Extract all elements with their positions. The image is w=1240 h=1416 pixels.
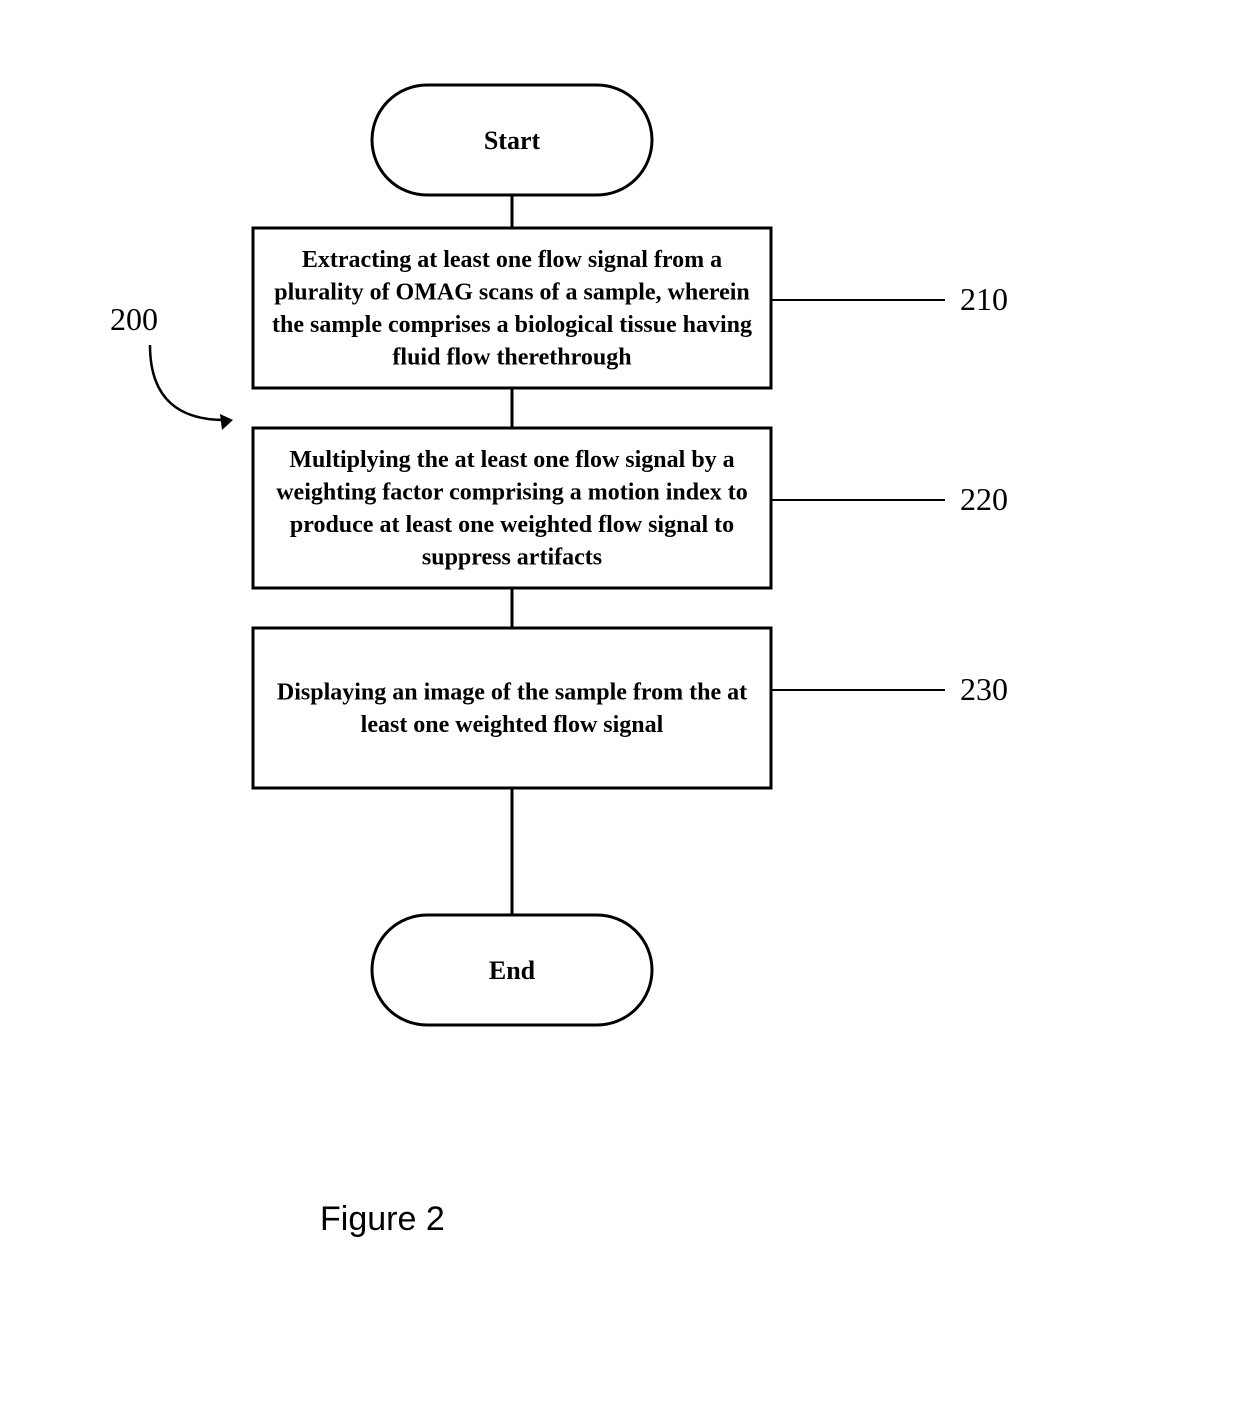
figure-caption: Figure 2 (320, 1200, 445, 1238)
process-box-210-text-line: Extracting at least one flow signal from… (302, 247, 722, 273)
canvas-background (0, 0, 1240, 1416)
process-box-220-text-line: produce at least one weighted flow signa… (290, 512, 734, 538)
process-box-210-text-line: the sample comprises a biological tissue… (272, 312, 752, 338)
process-box-230-text-line: least one weighted flow signal (361, 712, 664, 738)
process-box-220-text-line: weighting factor comprising a motion ind… (276, 480, 748, 506)
ref-label-l220: 220 (960, 481, 1008, 517)
ref-label-l200: 200 (110, 301, 158, 337)
process-box-220-text-line: suppress artifacts (422, 544, 602, 570)
process-box-220-text-line: Multiplying the at least one flow signal… (289, 447, 734, 473)
ref-label-l230: 230 (960, 671, 1008, 707)
ref-label-l210: 210 (960, 281, 1008, 317)
process-box-210-text-line: fluid flow therethrough (392, 344, 631, 370)
process-box-210-text-line: plurality of OMAG scans of a sample, whe… (274, 280, 750, 306)
process-box-230-text-line: Displaying an image of the sample from t… (277, 680, 747, 706)
terminal-start-label: Start (484, 126, 541, 155)
terminal-end-label: End (489, 956, 536, 985)
